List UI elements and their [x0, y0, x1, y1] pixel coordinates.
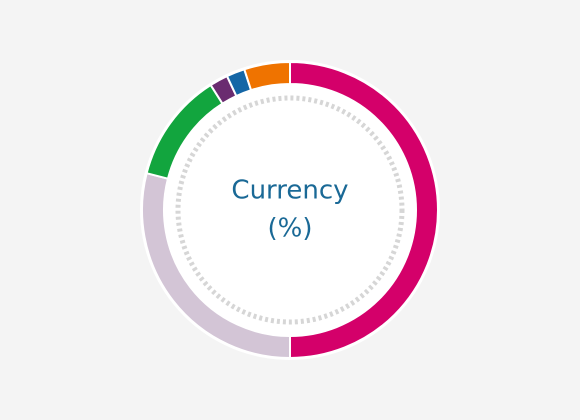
inner-dashed-circle [175, 95, 405, 325]
ring-backdrop [140, 60, 440, 360]
chart-unit: (%) [268, 214, 313, 244]
donut-segment [243, 60, 291, 92]
chart-title: Currency [231, 176, 348, 206]
segments [141, 60, 439, 360]
